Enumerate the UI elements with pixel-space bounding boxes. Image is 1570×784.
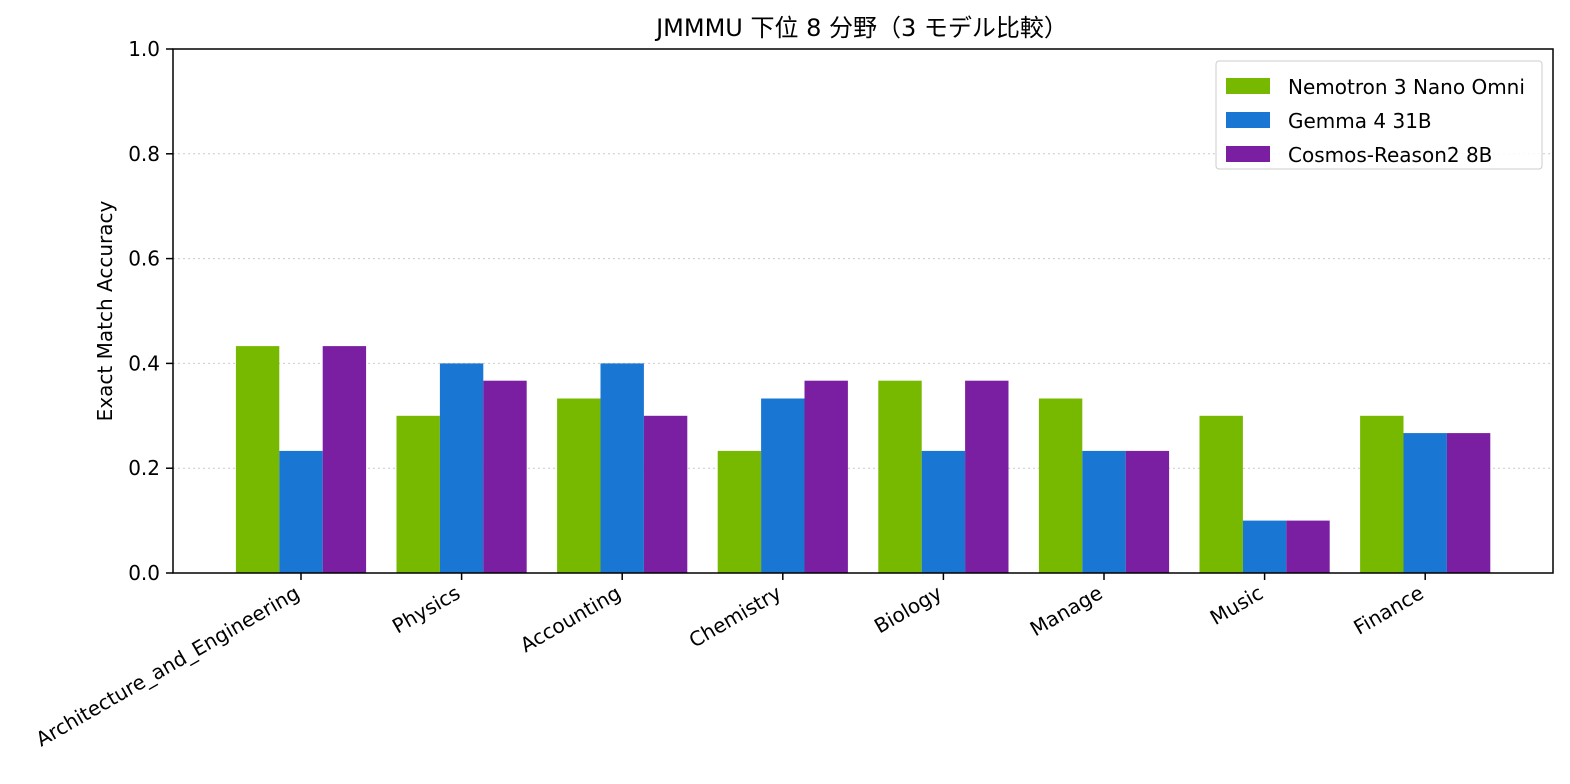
y-tick-label: 1.0 <box>128 37 160 61</box>
x-tick-label: Manage <box>1026 581 1107 642</box>
x-tick-label: Chemistry <box>685 580 786 652</box>
y-tick-label: 0.0 <box>128 561 160 585</box>
bar-nemotron-3-nano-omni-chemistry <box>717 450 762 573</box>
bar-nemotron-3-nano-omni-biology <box>878 380 922 573</box>
bar-cosmos-reason2-8b-architecture-and-engineering <box>322 346 367 573</box>
chart-title: JMMMU 下位 8 分野（3 モデル比較） <box>654 14 1068 42</box>
y-tick-label: 0.8 <box>128 142 160 166</box>
x-tick-label: Physics <box>388 581 464 639</box>
x-tick-label: Biology <box>870 580 946 638</box>
bar-cosmos-reason2-8b-accounting <box>643 415 688 573</box>
bar-gemma-4-31b-music <box>1242 520 1287 573</box>
bar-cosmos-reason2-8b-manage <box>1125 450 1170 573</box>
bar-nemotron-3-nano-omni-architecture-and-engineering <box>235 346 280 573</box>
legend-label: Nemotron 3 Nano Omni <box>1288 75 1525 99</box>
y-axis: 0.0 0.2 0.4 0.6 0.8 1.0 <box>128 37 173 585</box>
bar-nemotron-3-nano-omni-accounting <box>557 398 601 573</box>
bar-nemotron-3-nano-omni-finance <box>1360 415 1404 573</box>
bar-gemma-4-31b-architecture-and-engineering <box>279 450 323 573</box>
y-tick-label: 0.2 <box>128 456 160 480</box>
bar-cosmos-reason2-8b-chemistry <box>804 380 848 573</box>
x-tick-label: Accounting <box>516 581 625 658</box>
y-tick-label: 0.6 <box>128 247 160 271</box>
plot-frame <box>172 48 1554 574</box>
y-axis-label: Exact Match Accuracy <box>93 201 117 422</box>
legend-frame <box>1215 60 1543 170</box>
x-tick-label: Finance <box>1349 581 1427 640</box>
bar-cosmos-reason2-8b-finance <box>1446 433 1491 573</box>
bar-cosmos-reason2-8b-biology <box>965 380 1009 573</box>
bar-gemma-4-31b-accounting <box>600 363 644 573</box>
legend-label: Cosmos-Reason2 8B <box>1288 143 1492 167</box>
legend-label: Gemma 4 31B <box>1288 109 1432 133</box>
gridlines <box>173 153 1553 469</box>
legend-swatch <box>1226 112 1270 128</box>
bar-cosmos-reason2-8b-music <box>1286 520 1330 573</box>
bar-gemma-4-31b-chemistry <box>761 398 805 573</box>
legend: Nemotron 3 Nano Omni Gemma 4 31B Cosmos-Re… <box>1215 60 1543 170</box>
bar-gemma-4-31b-finance <box>1403 433 1447 573</box>
bar-nemotron-3-nano-omni-physics <box>396 415 440 573</box>
legend-swatch <box>1226 146 1270 162</box>
x-axis: Architecture_and_Engineering Physics Accou… <box>32 573 1428 751</box>
x-tick-label: Architecture_and_Engineering <box>32 581 304 752</box>
y-tick-label: 0.4 <box>128 351 160 375</box>
bar-nemotron-3-nano-omni-manage <box>1038 398 1083 573</box>
bar-gemma-4-31b-physics <box>439 363 484 573</box>
bar-gemma-4-31b-manage <box>1082 450 1126 573</box>
x-tick-label: Music <box>1206 581 1267 630</box>
bar-cosmos-reason2-8b-physics <box>483 380 527 573</box>
bar-nemotron-3-nano-omni-music <box>1199 415 1243 573</box>
bars-group <box>235 346 1491 573</box>
legend-swatch <box>1226 78 1270 94</box>
bar-gemma-4-31b-biology <box>921 450 966 573</box>
